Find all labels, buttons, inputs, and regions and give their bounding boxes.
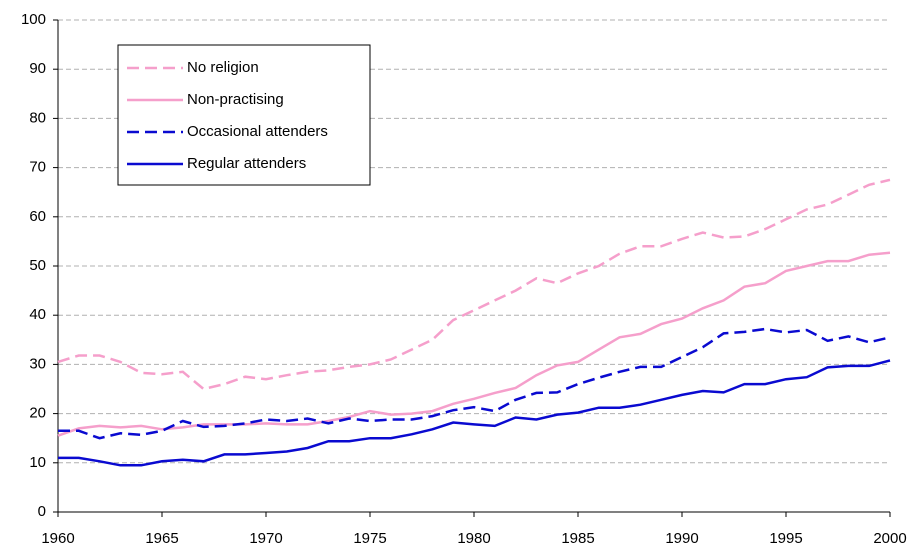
series-line xyxy=(57,178,891,391)
legend: No religion Non-practising Occasional atte… xyxy=(117,44,371,186)
y-tick-label: 50 xyxy=(29,257,46,274)
x-tick-label: 1975 xyxy=(353,530,386,547)
x-tick-label: 1965 xyxy=(145,530,178,547)
x-tick-label: 1990 xyxy=(665,530,698,547)
y-tick-label: 30 xyxy=(29,355,46,372)
y-tick-label: 60 xyxy=(29,208,46,225)
x-tick-label: 1985 xyxy=(561,530,594,547)
y-tick-label: 40 xyxy=(29,306,46,323)
y-tick-label: 10 xyxy=(29,454,46,471)
series-line xyxy=(58,327,891,440)
y-tick-label: 100 xyxy=(21,11,46,28)
legend-label: No religion xyxy=(187,59,259,76)
legend-label: Non-practising xyxy=(187,91,284,108)
x-tick-label: 2000 xyxy=(873,530,906,547)
legend-label: Occasional attenders xyxy=(187,123,328,140)
y-tick-label: 90 xyxy=(29,60,46,77)
series-line xyxy=(58,359,891,467)
y-tick-label: 0 xyxy=(38,503,46,520)
y-tick-label: 70 xyxy=(29,159,46,176)
x-tick-label: 1980 xyxy=(457,530,490,547)
x-tick-label: 1970 xyxy=(249,530,282,547)
legend-label: Regular attenders xyxy=(187,155,306,172)
y-tick-label: 20 xyxy=(29,405,46,422)
y-tick-label: 80 xyxy=(29,109,46,126)
series-line xyxy=(57,251,891,437)
x-tick-label: 1960 xyxy=(41,530,74,547)
legend-box xyxy=(117,44,371,186)
x-tick-label: 1995 xyxy=(769,530,802,547)
